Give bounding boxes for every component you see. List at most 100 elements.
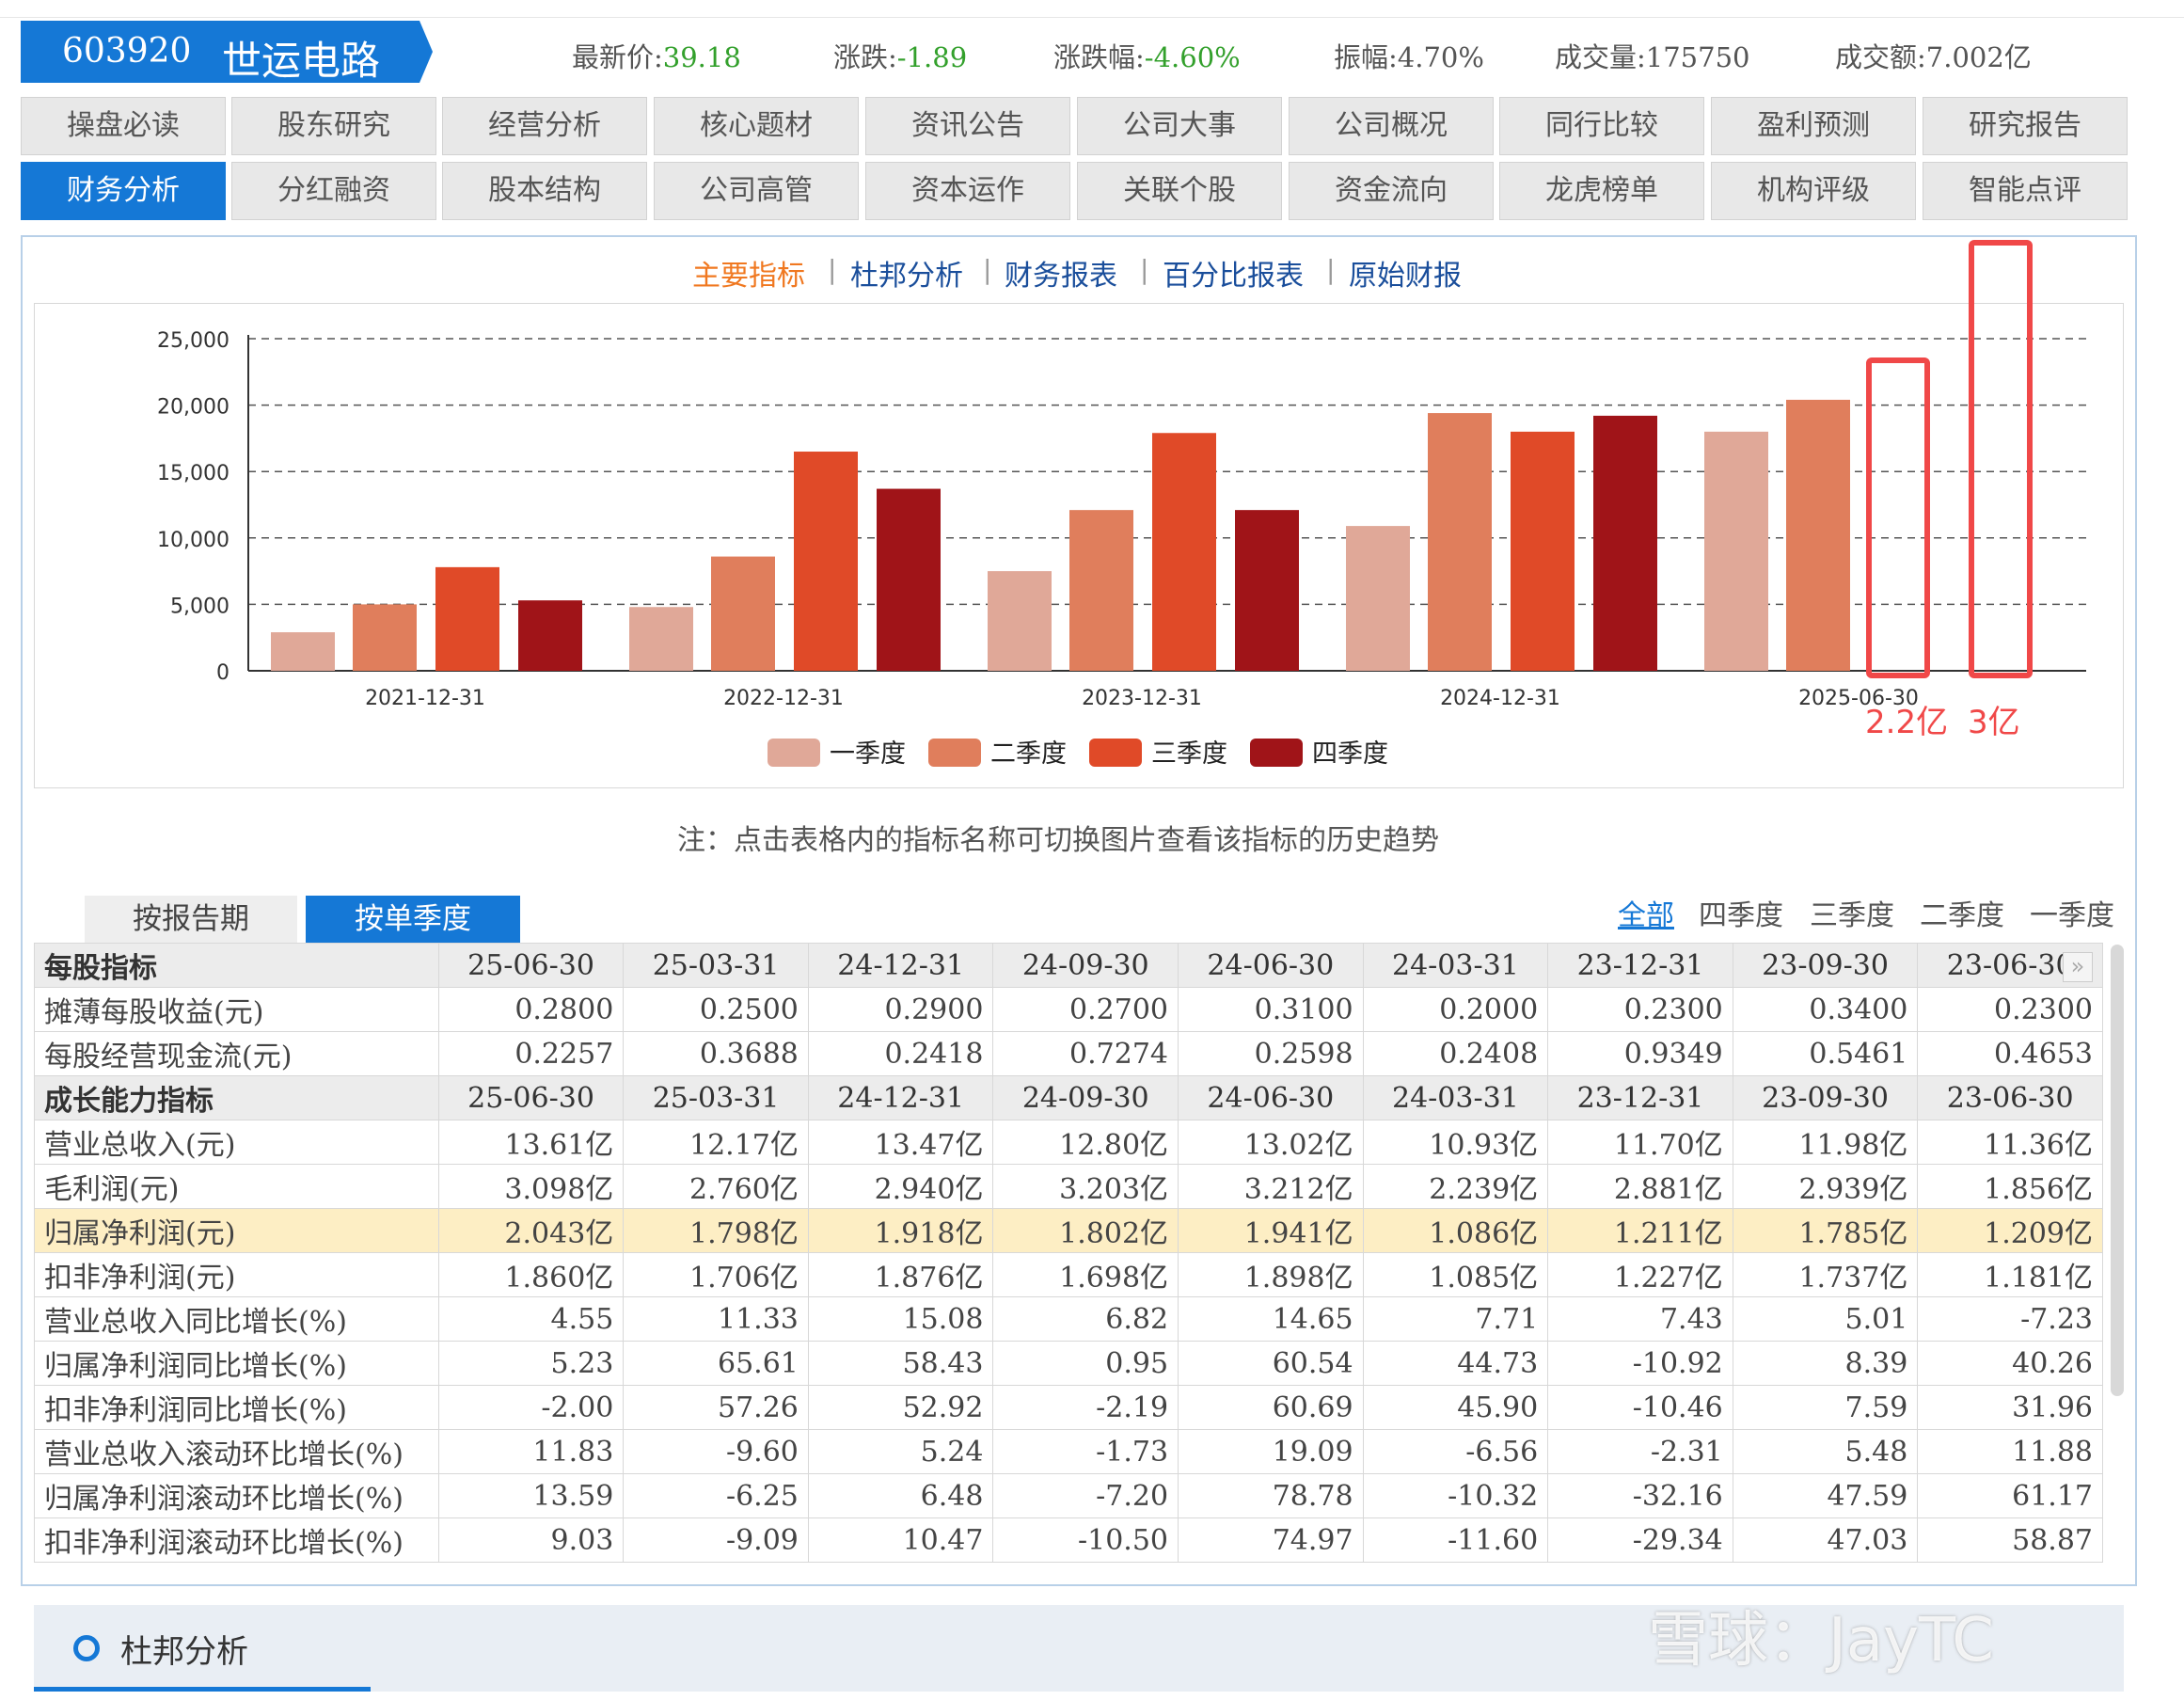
indicator-name[interactable]: 每股经营现金流(元) — [34, 1031, 439, 1076]
indicator-name[interactable]: 归属净利润(元) — [34, 1208, 439, 1253]
nav-item[interactable]: 研究报告 — [1923, 97, 2128, 155]
nav-item[interactable]: 机构评级 — [1711, 162, 1916, 220]
bar-2021-12-31-二季度 — [353, 604, 417, 671]
content-panel — [21, 235, 2137, 1586]
table-cell: 31.96 — [1917, 1385, 2103, 1430]
section-title: 每股指标 — [34, 943, 439, 988]
column-date: 24-06-30 — [1178, 943, 1364, 988]
column-date: 24-09-30 — [992, 1075, 1179, 1120]
indicator-name[interactable]: 营业总收入(元) — [34, 1120, 439, 1165]
column-date: 24-03-31 — [1362, 1075, 1549, 1120]
table-cell: 1.898亿 — [1178, 1252, 1364, 1297]
subtab-item[interactable]: 财务报表 — [1005, 260, 1117, 293]
table-cell: 0.2300 — [1917, 987, 2103, 1032]
indicator-name[interactable]: 归属净利润滚动环比增长(%) — [34, 1473, 439, 1518]
table-cell: 7.59 — [1732, 1385, 1919, 1430]
nav-item[interactable]: 财务分析 — [21, 162, 226, 220]
table-cell: 7.71 — [1362, 1296, 1549, 1342]
bar-2023-12-31-四季度 — [1235, 510, 1299, 671]
column-date: 24-12-31 — [807, 943, 994, 988]
tab-single-quarter[interactable]: 按单季度 — [306, 896, 520, 943]
indicator-name[interactable]: 归属净利润同比增长(%) — [34, 1341, 439, 1386]
column-date: 23-09-30 — [1732, 1075, 1919, 1120]
subtab-item[interactable]: 主要指标 — [692, 260, 805, 293]
table-cell: 5.01 — [1732, 1296, 1919, 1342]
quarter-filter-option[interactable]: 二季度 — [1920, 899, 2004, 932]
table-cell: 10.93亿 — [1362, 1120, 1549, 1165]
quote-value: 7.002亿 — [1925, 41, 2032, 73]
dupont-section-title[interactable]: 杜邦分析 — [120, 1633, 248, 1671]
table-cell: 58.87 — [1917, 1517, 2103, 1563]
nav-item[interactable]: 股东研究 — [231, 97, 436, 155]
scroll-right-icon[interactable]: » — [2063, 952, 2093, 982]
indicator-name[interactable]: 扣非净利润(元) — [34, 1252, 439, 1297]
table-cell: 11.70亿 — [1547, 1120, 1733, 1165]
column-date: 25-03-31 — [623, 943, 809, 988]
bar-2021-12-31-四季度 — [518, 600, 582, 671]
indicator-name[interactable]: 扣非净利润同比增长(%) — [34, 1385, 439, 1430]
table-cell: 14.65 — [1178, 1296, 1364, 1342]
nav-item[interactable]: 公司大事 — [1077, 97, 1282, 155]
nav-item[interactable]: 盈利预测 — [1711, 97, 1916, 155]
nav-item[interactable]: 资讯公告 — [865, 97, 1070, 155]
section-title: 成长能力指标 — [34, 1075, 439, 1120]
stock-code: 603920 — [62, 32, 192, 71]
subtab-separator: | — [983, 254, 992, 285]
column-date: 24-03-31 — [1362, 943, 1549, 988]
table-row: 扣非净利润同比增长(%) -2.00 57.26 52.92 -2.19 60.69 45.… — [34, 1385, 2103, 1430]
nav-item[interactable]: 同行比较 — [1499, 97, 1704, 155]
subtab-item[interactable]: 杜邦分析 — [850, 260, 963, 293]
tab-report-period[interactable]: 按报告期 — [85, 896, 297, 943]
table-cell: 8.39 — [1732, 1341, 1919, 1386]
nav-item[interactable]: 关联个股 — [1077, 162, 1282, 220]
subtab-item[interactable]: 百分比报表 — [1163, 260, 1304, 293]
circle-bullet-icon — [73, 1635, 100, 1661]
table-cell: 3.212亿 — [1178, 1164, 1364, 1209]
nav-item[interactable]: 股本结构 — [442, 162, 647, 220]
chart-frame — [34, 303, 2124, 788]
indicator-name[interactable]: 营业总收入同比增长(%) — [34, 1296, 439, 1342]
bar-2022-12-31-四季度 — [877, 488, 941, 671]
vertical-scrollbar[interactable] — [2111, 945, 2124, 1396]
column-date: 23-06-30 — [1917, 1075, 2103, 1120]
nav-item[interactable]: 公司概况 — [1289, 97, 1494, 155]
table-row: 归属净利润同比增长(%) 5.23 65.61 58.43 0.95 60.54 44.73… — [34, 1341, 2103, 1386]
table-row: 每股经营现金流(元) 0.2257 0.3688 0.2418 0.7274 0.2598… — [34, 1031, 2103, 1076]
table-cell: 1.802亿 — [992, 1208, 1179, 1253]
table-cell: -29.34 — [1547, 1517, 1733, 1563]
nav-item[interactable]: 资金流向 — [1289, 162, 1494, 220]
table-section-header: 每股指标 25-06-30 25-03-31 24-12-31 24-09-30 24-0… — [34, 943, 2103, 988]
table-cell: 13.02亿 — [1178, 1120, 1364, 1165]
nav-item[interactable]: 核心题材 — [654, 97, 859, 155]
nav-item[interactable]: 操盘必读 — [21, 97, 226, 155]
indicator-name[interactable]: 营业总收入滚动环比增长(%) — [34, 1429, 439, 1474]
nav-item[interactable]: 智能点评 — [1923, 162, 2128, 220]
nav-item[interactable]: 分红融资 — [231, 162, 436, 220]
table-row: 归属净利润(元) 2.043亿 1.798亿 1.918亿 1.802亿 1.941亿 1.… — [34, 1208, 2103, 1253]
table-cell: -2.31 — [1547, 1429, 1733, 1474]
quarter-filter-option[interactable]: 四季度 — [1699, 899, 1783, 932]
indicator-name[interactable]: 摊薄每股收益(元) — [34, 987, 439, 1032]
table-cell: 1.918亿 — [807, 1208, 994, 1253]
table-cell: 7.43 — [1547, 1296, 1733, 1342]
nav-item[interactable]: 龙虎榜单 — [1499, 162, 1704, 220]
nav-item[interactable]: 经营分析 — [442, 97, 647, 155]
table-cell: 40.26 — [1917, 1341, 2103, 1386]
indicator-name[interactable]: 毛利润(元) — [34, 1164, 439, 1209]
quarter-filter-option[interactable]: 全部 — [1618, 899, 1674, 932]
subtab-item[interactable]: 原始财报 — [1349, 260, 1462, 293]
table-cell: 3.098亿 — [437, 1164, 625, 1209]
table-row: 毛利润(元) 3.098亿 2.760亿 2.940亿 3.203亿 3.212亿 2.23… — [34, 1164, 2103, 1209]
table-cell: 6.48 — [807, 1473, 994, 1518]
table-cell: 5.24 — [807, 1429, 994, 1474]
table-cell: 1.209亿 — [1917, 1208, 2103, 1253]
nav-item[interactable]: 资本运作 — [865, 162, 1070, 220]
x-tick-label: 2021-12-31 — [365, 687, 485, 710]
table-cell: 45.90 — [1362, 1385, 1549, 1430]
table-cell: -32.16 — [1547, 1473, 1733, 1518]
indicator-name[interactable]: 扣非净利润滚动环比增长(%) — [34, 1517, 439, 1563]
table-cell: 1.211亿 — [1547, 1208, 1733, 1253]
quarter-filter-option[interactable]: 三季度 — [1810, 899, 1894, 932]
nav-item[interactable]: 公司高管 — [654, 162, 859, 220]
quarter-filter-option[interactable]: 一季度 — [2030, 899, 2114, 932]
